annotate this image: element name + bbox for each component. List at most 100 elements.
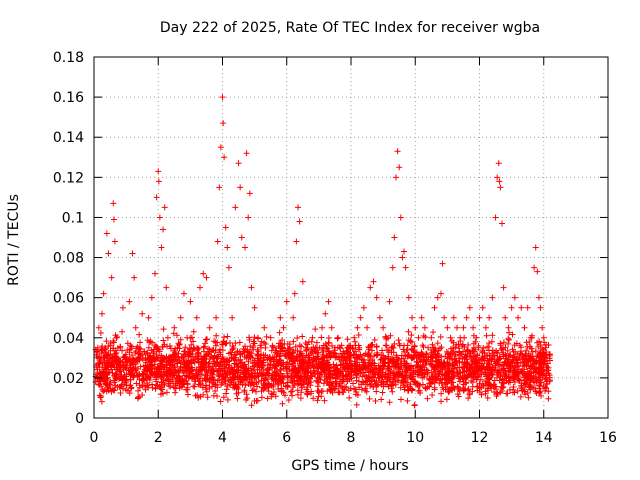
data-point xyxy=(536,360,543,367)
data-point xyxy=(103,375,110,382)
data-point xyxy=(355,331,362,338)
data-point xyxy=(223,390,230,397)
data-point xyxy=(230,344,237,351)
data-point xyxy=(335,382,342,389)
data-point xyxy=(304,388,311,395)
data-point xyxy=(309,373,316,380)
data-point xyxy=(128,343,135,350)
data-point xyxy=(224,396,231,403)
data-point xyxy=(203,274,210,281)
data-point xyxy=(243,367,250,374)
data-point xyxy=(488,370,495,377)
data-point xyxy=(524,343,531,350)
data-point xyxy=(280,324,287,331)
data-point xyxy=(223,386,230,393)
data-point xyxy=(204,348,211,355)
data-point xyxy=(298,389,305,396)
data-point xyxy=(479,381,486,388)
data-point xyxy=(511,294,518,301)
y-tick-label: 0.14 xyxy=(53,130,84,146)
data-point xyxy=(205,351,212,358)
data-point xyxy=(514,363,521,370)
data-point xyxy=(176,367,183,374)
data-point xyxy=(352,360,359,367)
data-point xyxy=(122,364,129,371)
grid-lines xyxy=(94,57,608,418)
data-point xyxy=(254,334,261,341)
data-point xyxy=(176,357,183,364)
data-point xyxy=(180,290,187,297)
data-point xyxy=(352,363,359,370)
data-point xyxy=(480,355,487,362)
data-point xyxy=(186,372,193,379)
data-point xyxy=(212,387,219,394)
data-point xyxy=(245,370,252,377)
data-point xyxy=(405,328,412,335)
data-point xyxy=(320,348,327,355)
data-point xyxy=(465,395,472,402)
data-point xyxy=(110,200,117,207)
data-point xyxy=(106,381,113,388)
data-point xyxy=(360,304,367,311)
data-point xyxy=(198,365,205,372)
data-point xyxy=(355,353,362,360)
data-point xyxy=(204,375,211,382)
data-point xyxy=(158,371,165,378)
data-point xyxy=(110,339,117,346)
data-point xyxy=(210,367,217,374)
data-point xyxy=(214,238,221,245)
data-point xyxy=(398,352,405,359)
data-point xyxy=(420,332,427,339)
data-point xyxy=(294,347,301,354)
data-point xyxy=(267,334,274,341)
data-point xyxy=(362,387,369,394)
data-point xyxy=(394,370,401,377)
data-point xyxy=(245,214,252,221)
data-point xyxy=(258,360,265,367)
data-point xyxy=(144,349,151,356)
x-tick-label: 8 xyxy=(347,430,356,446)
data-point xyxy=(211,338,218,345)
data-point xyxy=(444,324,451,331)
data-point xyxy=(320,342,327,349)
data-point xyxy=(113,334,120,341)
data-point xyxy=(517,359,524,366)
data-point xyxy=(105,385,112,392)
data-point xyxy=(116,384,123,391)
y-tick-label: 0.12 xyxy=(53,170,84,186)
x-tick-label: 12 xyxy=(471,430,489,446)
data-point xyxy=(237,351,244,358)
data-point xyxy=(237,184,244,191)
data-point xyxy=(434,340,441,347)
data-point xyxy=(354,392,361,399)
data-point xyxy=(484,344,491,351)
data-point xyxy=(518,348,525,355)
data-point xyxy=(429,373,436,380)
data-point xyxy=(94,354,101,361)
data-point xyxy=(350,380,357,387)
data-point xyxy=(181,380,188,387)
data-point xyxy=(273,370,280,377)
data-point xyxy=(126,390,133,397)
data-point xyxy=(497,184,504,191)
data-point xyxy=(110,216,117,223)
data-point xyxy=(332,378,339,385)
data-point xyxy=(231,351,238,358)
data-point xyxy=(222,378,229,385)
data-point xyxy=(284,340,291,347)
data-point xyxy=(103,364,110,371)
data-point xyxy=(211,360,218,367)
data-point xyxy=(324,345,331,352)
data-point xyxy=(431,386,438,393)
data-point xyxy=(203,336,210,343)
data-point xyxy=(229,314,236,321)
data-point xyxy=(160,354,167,361)
data-point xyxy=(199,360,206,367)
data-point xyxy=(397,360,404,367)
data-point xyxy=(457,334,464,341)
data-point xyxy=(235,362,242,369)
data-point xyxy=(539,324,546,331)
data-point xyxy=(241,343,248,350)
data-point xyxy=(365,368,372,375)
data-point xyxy=(238,234,245,241)
